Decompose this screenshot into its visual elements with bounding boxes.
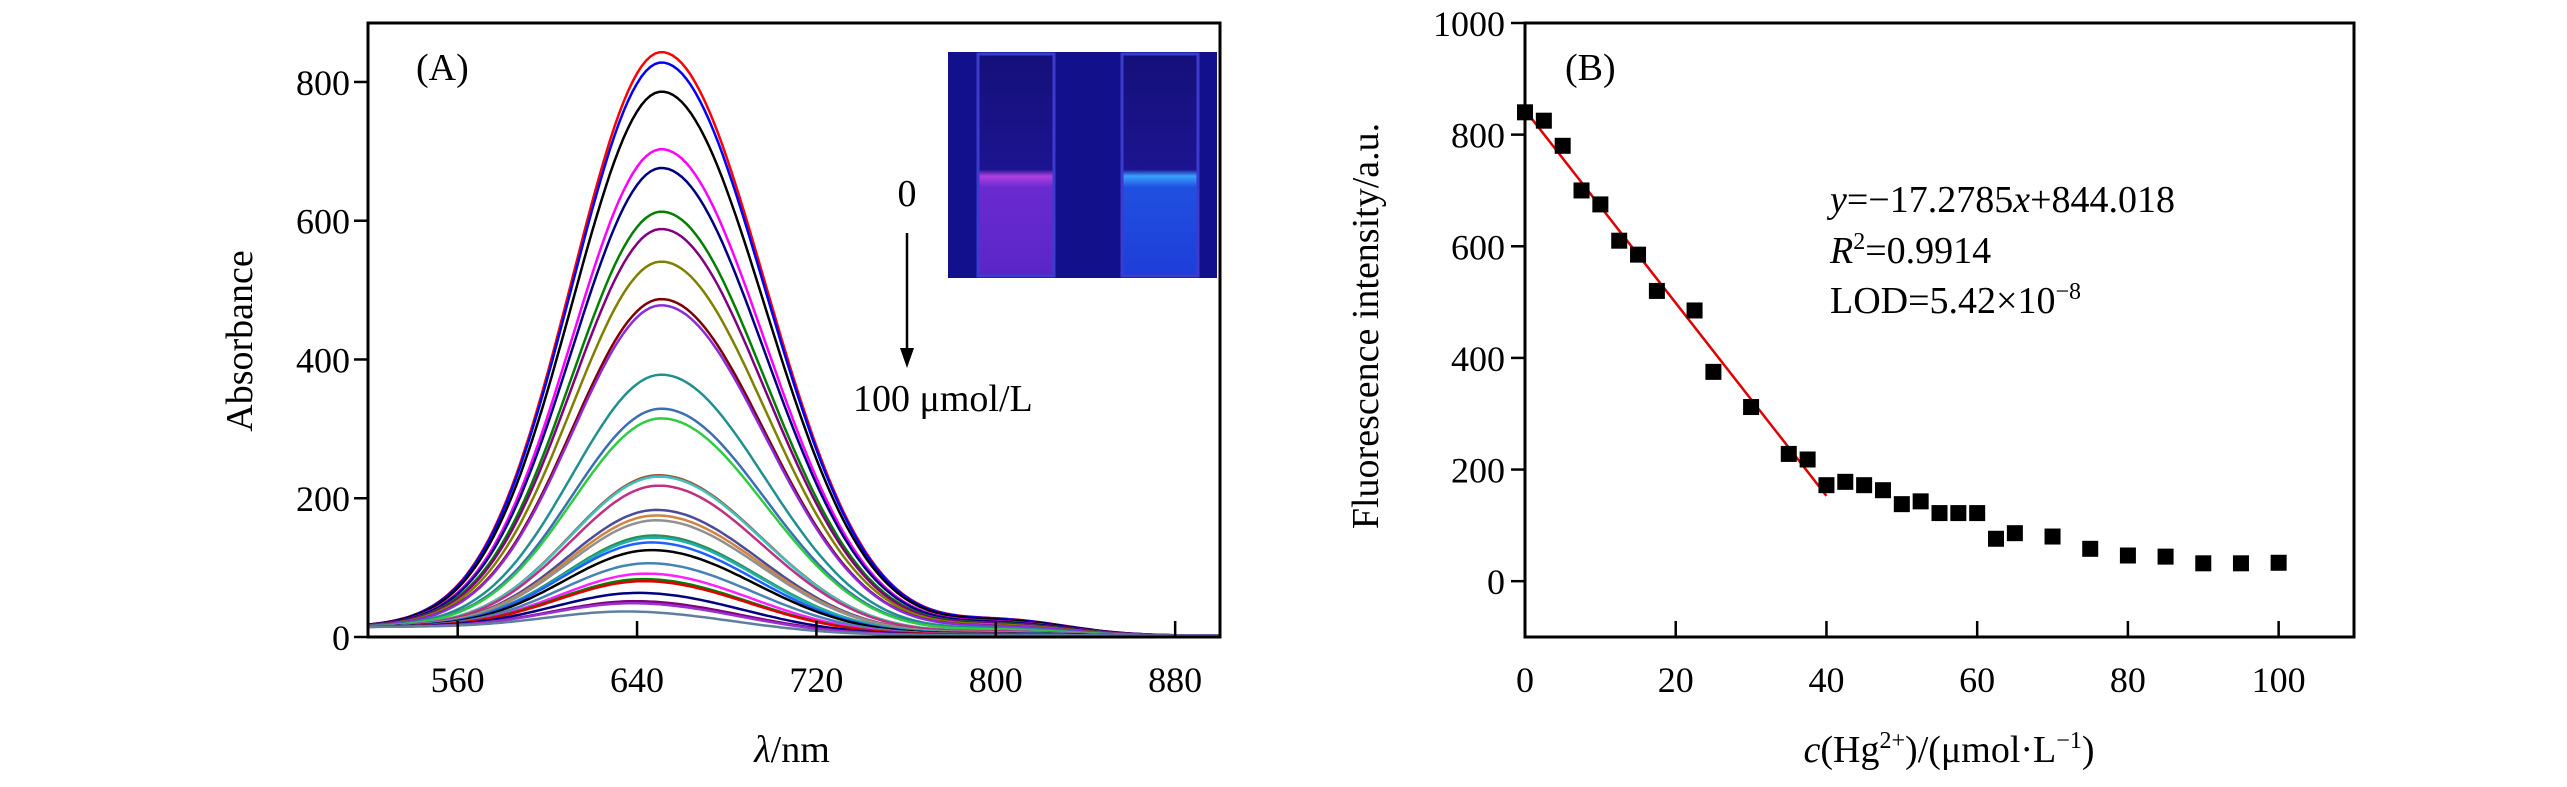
y-tick-label: 600 bbox=[1451, 227, 1505, 267]
data-point bbox=[1856, 477, 1873, 494]
x-tick-label: 800 bbox=[969, 660, 1023, 700]
data-point bbox=[1592, 196, 1609, 213]
data-point bbox=[1743, 399, 1760, 416]
absorbance-curve-30 bbox=[368, 610, 1220, 637]
data-point bbox=[2082, 540, 2099, 557]
data-point bbox=[1535, 112, 1552, 129]
data-point bbox=[1874, 482, 1891, 499]
panel-a-ticks: 560 640 720 800 880 0 200 400 600 800 bbox=[296, 63, 1202, 700]
y-tick-label: 1000 bbox=[1433, 4, 1505, 44]
panel-a: 560 640 720 800 880 0 200 400 600 800 (A) Absorba… bbox=[219, 21, 1222, 771]
data-point bbox=[1912, 493, 1929, 510]
data-point bbox=[2195, 555, 2212, 572]
y-tick-label: 600 bbox=[296, 202, 350, 242]
fit-equation-line: y=−17.2785x+844.018 bbox=[1826, 179, 2175, 221]
data-point bbox=[1630, 246, 1647, 263]
data-point bbox=[1686, 302, 1703, 319]
data-point bbox=[1554, 137, 1571, 154]
absorbance-curves bbox=[367, 50, 1220, 637]
data-point bbox=[2157, 548, 2174, 565]
data-point bbox=[1818, 477, 1835, 494]
data-point bbox=[2006, 525, 2023, 542]
y-tick-label: 200 bbox=[296, 479, 350, 519]
data-point bbox=[2119, 547, 2136, 564]
y-tick-label: 800 bbox=[296, 63, 350, 103]
panel-b-label: (B) bbox=[1565, 47, 1616, 89]
annotation-end-concentration: 100 μmol/L bbox=[853, 378, 1033, 420]
data-point bbox=[1780, 445, 1797, 462]
fit-equation: y=−17.2785x+844.018 R2=0.9914 LOD=5.42×1… bbox=[1826, 179, 2175, 322]
y-tick-label: 0 bbox=[332, 618, 350, 658]
data-point bbox=[1837, 473, 1854, 490]
annotation-start-concentration: 0 bbox=[898, 173, 917, 215]
x-tick-label: 0 bbox=[1516, 660, 1534, 700]
data-point bbox=[1573, 182, 1590, 199]
data-point bbox=[2232, 555, 2249, 572]
inset-photo bbox=[948, 52, 1217, 278]
panel-b-xlabel: c(Hg2+)/(μmol·L−1) bbox=[1804, 728, 2095, 771]
panel-a-label: (A) bbox=[416, 47, 469, 89]
data-point bbox=[1799, 451, 1816, 468]
x-tick-label: 20 bbox=[1658, 660, 1694, 700]
data-point bbox=[1969, 505, 1986, 522]
x-tick-label: 40 bbox=[1808, 660, 1844, 700]
x-tick-label: 720 bbox=[789, 660, 843, 700]
scatter-points bbox=[1517, 104, 2287, 572]
panel-a-ylabel: Absorbance bbox=[219, 250, 261, 431]
y-tick-label: 400 bbox=[296, 340, 350, 380]
y-tick-label: 400 bbox=[1451, 339, 1505, 379]
data-point bbox=[1611, 232, 1628, 249]
data-point bbox=[1931, 505, 1948, 522]
panel-a-xlabel: λ/nm bbox=[753, 729, 830, 771]
x-tick-label: 80 bbox=[2110, 660, 2146, 700]
data-point bbox=[1988, 530, 2005, 547]
y-tick-label: 200 bbox=[1451, 451, 1505, 491]
data-point bbox=[1648, 282, 1665, 299]
limit-of-detection: LOD=5.42×10−8 bbox=[1830, 279, 2081, 322]
data-point bbox=[1950, 505, 1967, 522]
y-tick-label: 800 bbox=[1451, 116, 1505, 156]
arrow-down-icon bbox=[900, 233, 914, 368]
panel-b-ylabel: Fluorescence intensity/a.u. bbox=[1345, 123, 1387, 529]
r-squared: R2=0.9914 bbox=[1829, 229, 1991, 272]
panel-b-axes-frame bbox=[1523, 21, 2356, 639]
data-point bbox=[1893, 496, 1910, 513]
y-tick-label: 0 bbox=[1487, 562, 1505, 602]
data-point bbox=[1705, 363, 1722, 380]
x-tick-label: 880 bbox=[1148, 660, 1202, 700]
x-tick-label: 560 bbox=[431, 660, 485, 700]
panel-a-axes-frame bbox=[366, 21, 1222, 639]
data-point bbox=[2044, 528, 2061, 545]
x-tick-label: 640 bbox=[610, 660, 664, 700]
x-tick-label: 100 bbox=[2252, 660, 2306, 700]
x-tick-label: 60 bbox=[1959, 660, 1995, 700]
linear-fit-line bbox=[1524, 109, 1828, 497]
data-point bbox=[2270, 554, 2287, 571]
